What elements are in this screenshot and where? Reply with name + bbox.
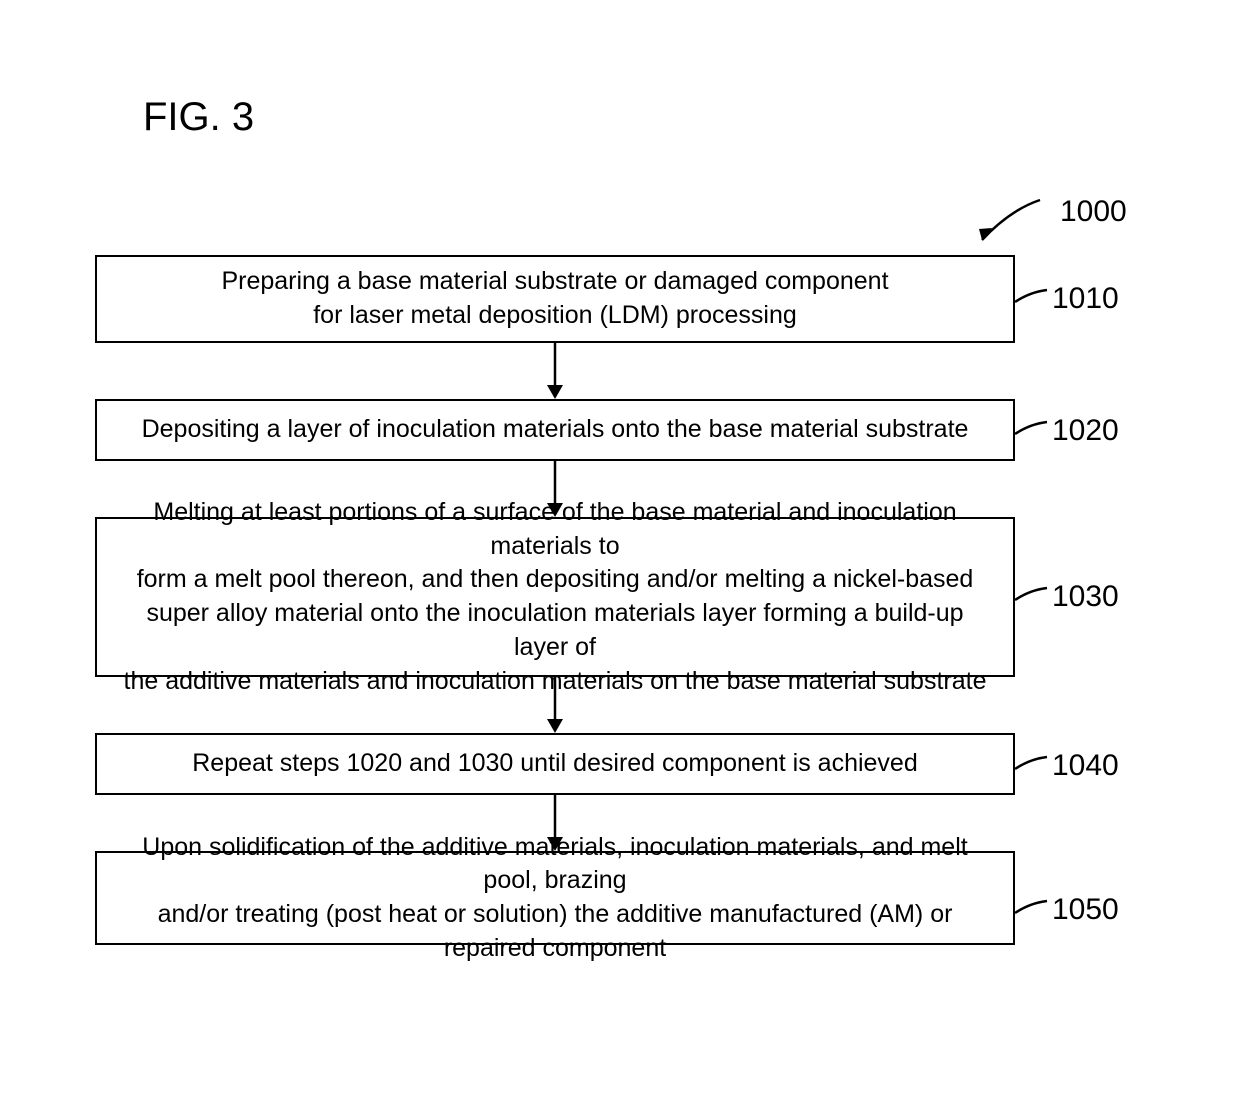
label-bracket xyxy=(1015,585,1050,620)
label-bracket xyxy=(1015,898,1050,933)
step-box-1030: Melting at least portions of a surface o… xyxy=(95,517,1015,677)
step-text: and/or treating (post heat or solution) … xyxy=(158,900,953,962)
main-reference-arrow xyxy=(970,190,1050,250)
step-text: super alloy material onto the inoculatio… xyxy=(146,599,963,661)
step-label-1010: 1010 xyxy=(1052,282,1119,316)
step-box-1020: Depositing a layer of inoculation materi… xyxy=(95,399,1015,461)
step-text: form a melt pool thereon, and then depos… xyxy=(137,565,974,593)
step-label-1040: 1040 xyxy=(1052,749,1119,783)
step-box-1050: Upon solidification of the additive mate… xyxy=(95,851,1015,945)
label-bracket xyxy=(1015,754,1050,789)
step-text: Preparing a base material substrate or d… xyxy=(221,267,888,295)
label-bracket xyxy=(1015,287,1050,322)
step-box-1010: Preparing a base material substrate or d… xyxy=(95,255,1015,343)
step-text: for laser metal deposition (LDM) process… xyxy=(313,301,797,329)
arrow-connector xyxy=(95,343,1015,399)
step-text: Melting at least portions of a surface o… xyxy=(153,498,956,560)
flowchart: Preparing a base material substrate or d… xyxy=(95,255,1015,945)
label-bracket xyxy=(1015,419,1050,454)
step-label-1020: 1020 xyxy=(1052,414,1119,448)
step-text: Repeat steps 1020 and 1030 until desired… xyxy=(192,749,918,777)
figure-title: FIG. 3 xyxy=(143,95,254,140)
step-box-1040: Repeat steps 1020 and 1030 until desired… xyxy=(95,733,1015,795)
step-label-1030: 1030 xyxy=(1052,580,1119,614)
main-reference-label: 1000 xyxy=(1060,195,1127,229)
step-label-1050: 1050 xyxy=(1052,893,1119,927)
step-text: Depositing a layer of inoculation materi… xyxy=(142,415,969,443)
step-text: Upon solidification of the additive mate… xyxy=(142,833,967,895)
